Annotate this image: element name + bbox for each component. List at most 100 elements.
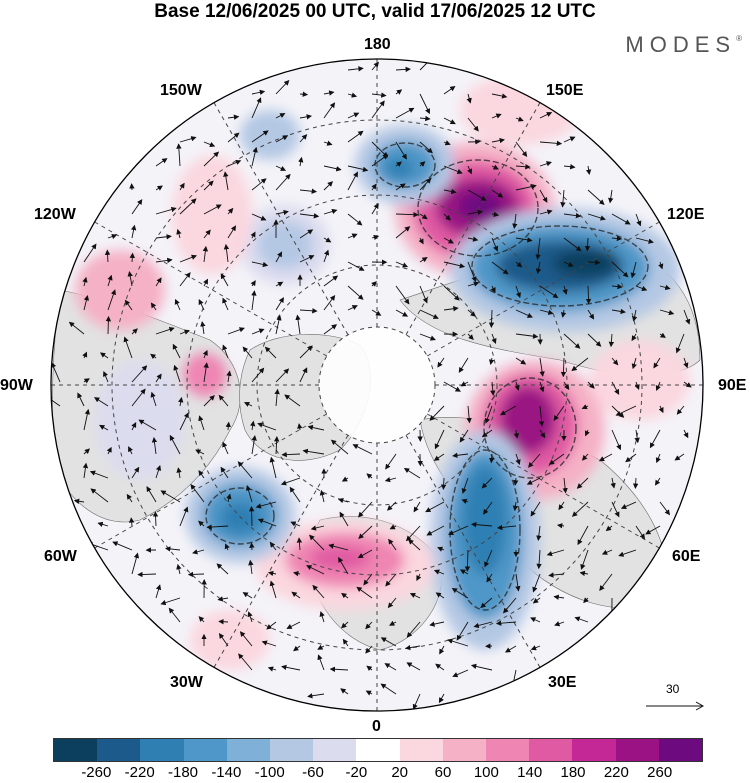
wind-arrow: [443, 140, 451, 146]
wind-arrow: [654, 477, 661, 486]
colorbar-swatch: [486, 739, 530, 761]
wind-arrow: [275, 297, 284, 311]
wind-arrow: [645, 525, 661, 535]
wind-arrow: [490, 285, 496, 294]
wind-arrow: [515, 261, 523, 268]
wind-arrow: [179, 254, 197, 263]
wind-arrow: [491, 137, 505, 144]
wind-arrow: [438, 693, 445, 704]
colorbar-swatch: [54, 739, 98, 761]
wind-arrow: [611, 357, 619, 366]
wind-arrow: [488, 453, 495, 464]
wind-arrow: [514, 381, 520, 391]
wind-arrow: [553, 594, 565, 600]
wind-arrow: [611, 283, 623, 290]
wind-arrow: [323, 102, 336, 119]
wind-arrow: [618, 549, 637, 557]
map-title: Base 12/06/2025 00 UTC, valid 17/06/2025…: [154, 1, 596, 22]
wind-arrow: [395, 285, 410, 305]
wind-arrow: [341, 592, 349, 599]
wind-arrow: [190, 483, 205, 503]
wind-arrow: [307, 424, 325, 431]
wind-arrow: [653, 357, 661, 369]
colorbar-swatch: [270, 739, 314, 761]
colorbar-tick-label: -140: [211, 764, 242, 781]
wind-arrow: [635, 285, 648, 291]
wind-arrow: [73, 498, 85, 504]
wind-arrow: [576, 477, 589, 489]
wind-arrow: [198, 616, 205, 623]
wind-arrow: [251, 89, 266, 95]
wind-arrow: [611, 213, 631, 225]
wind-arrow: [51, 396, 61, 407]
wind-arrow: [347, 130, 364, 143]
wind-arrow: [200, 321, 206, 335]
wind-arrow: [620, 501, 637, 509]
wind-arrow: [237, 461, 253, 479]
wind-arrow: [226, 493, 232, 503]
wind-arrow: [532, 573, 541, 593]
wind-arrow: [605, 525, 613, 532]
wind-arrow: [227, 114, 240, 120]
wind-arrow: [443, 285, 460, 301]
wind-arrow: [227, 327, 245, 335]
wind-arrow: [155, 277, 162, 287]
wind-arrow: [408, 539, 421, 551]
wind-arrow: [491, 93, 508, 99]
wind-arrow: [515, 116, 524, 122]
wind-arrow: [123, 336, 133, 359]
colorbar-swatch: [356, 739, 400, 761]
wind-arrow: [443, 165, 463, 174]
wind-arrow: [226, 370, 232, 383]
wind-arrow: [548, 572, 565, 578]
wind-arrow: [403, 467, 421, 479]
wind-arrow: [556, 523, 565, 529]
wind-arrow: [491, 189, 504, 198]
wind-arrow: [124, 299, 133, 311]
wind-arrow: [539, 309, 554, 315]
wind-arrow: [347, 165, 369, 173]
wind-arrow: [352, 444, 373, 455]
wind-arrow: [198, 299, 205, 311]
wind-arrow: [275, 251, 283, 263]
wind-arrow: [371, 281, 377, 287]
wind-arrow: [481, 477, 493, 489]
wind-arrow: [104, 249, 111, 263]
wind-arrow: [608, 189, 614, 204]
wind-arrow: [129, 252, 135, 263]
wind-arrow: [317, 644, 325, 650]
wind-arrow: [195, 449, 205, 455]
wind-arrow: [107, 274, 113, 287]
wind-arrow: [251, 213, 267, 221]
wind-arrow: [532, 597, 541, 604]
wind-arrow: [649, 429, 661, 449]
wind-arrow: [467, 333, 474, 340]
wind-arrow: [251, 130, 269, 143]
wind-arrow: [243, 402, 253, 407]
wind-arrow: [323, 294, 336, 311]
wind-arrow: [131, 466, 140, 479]
wind-arrow: [220, 273, 229, 287]
wind-arrow: [535, 237, 541, 260]
map-border: [50, 58, 704, 712]
colorbar-tick-label: -60: [302, 764, 324, 781]
wind-arrow: [447, 638, 469, 647]
wind-arrow: [539, 357, 545, 377]
wind-arrow: [99, 424, 109, 431]
wind-arrow: [106, 446, 112, 455]
wind-arrow: [202, 245, 209, 263]
wind-arrow: [440, 477, 447, 490]
wind-arrow: [470, 663, 493, 671]
wind-arrow: [387, 597, 397, 609]
wind-arrow: [68, 321, 85, 335]
wind-arrow: [176, 467, 182, 479]
contours: [205, 142, 649, 611]
wind-arrow: [515, 357, 527, 365]
wind-arrow: [371, 234, 380, 241]
wind-arrow: [297, 423, 303, 431]
wind-arrow: [535, 261, 542, 275]
wind-arrow: [261, 640, 277, 647]
wind-arrow: [337, 497, 349, 504]
wind-arrow: [577, 525, 589, 546]
